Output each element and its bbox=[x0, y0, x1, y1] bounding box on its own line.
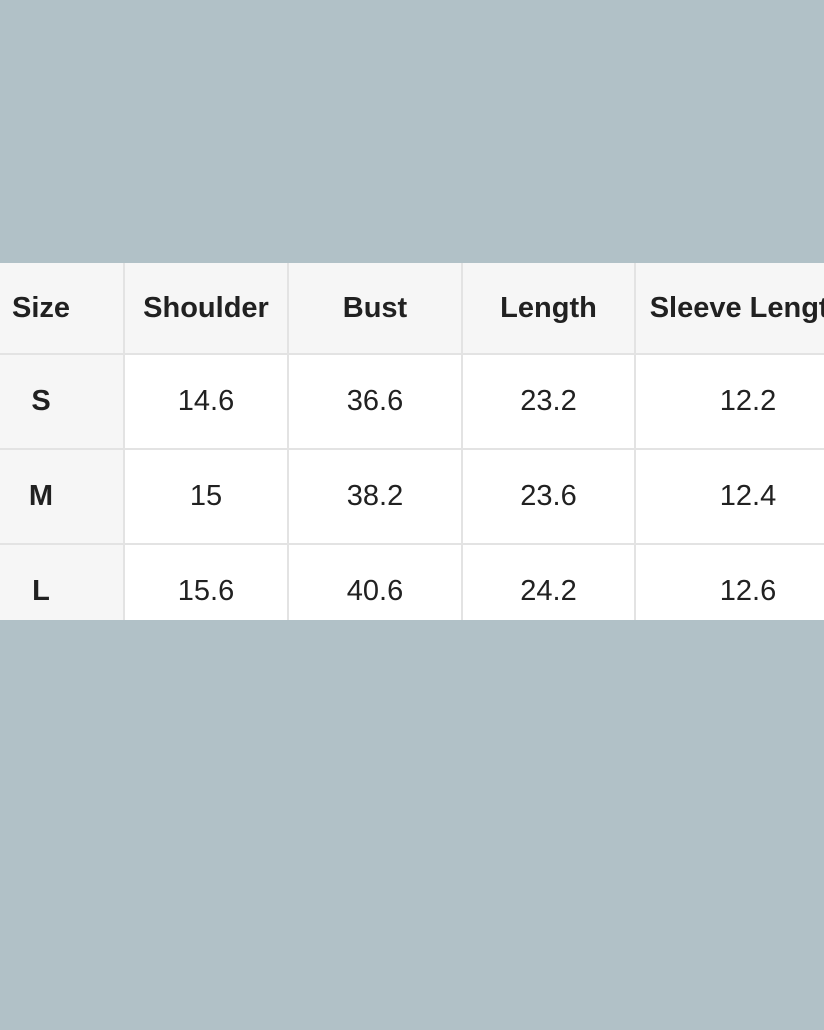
bust-value-cell: 36.6 bbox=[289, 355, 463, 450]
size-label-cell: S bbox=[0, 355, 125, 450]
header-row: Size Shoulder Bust Length Sleeve Length bbox=[0, 263, 824, 355]
table-row-s: S 14.6 36.6 23.2 12.2 bbox=[0, 355, 824, 450]
header-cell-bust: Bust bbox=[289, 263, 463, 355]
header-cell-sleeve-length: Sleeve Length bbox=[636, 263, 824, 355]
table-row-m: M 15 38.2 23.6 12.4 bbox=[0, 450, 824, 545]
sleeve-length-value-cell: 12.2 bbox=[636, 355, 824, 450]
shoulder-value-cell: 15 bbox=[125, 450, 289, 545]
length-value-cell: 23.2 bbox=[463, 355, 636, 450]
shoulder-value-cell: 14.6 bbox=[125, 355, 289, 450]
size-chart-table: Size Shoulder Bust Length Sleeve Length … bbox=[0, 263, 824, 620]
size-label-cell: M bbox=[0, 450, 125, 545]
length-value-cell: 23.6 bbox=[463, 450, 636, 545]
size-chart-viewport[interactable]: Size Shoulder Bust Length Sleeve Length … bbox=[0, 263, 824, 620]
header-cell-length: Length bbox=[463, 263, 636, 355]
header-cell-size: Size bbox=[0, 263, 125, 355]
length-value-cell: 24.2 bbox=[463, 545, 636, 620]
shoulder-value-cell: 15.6 bbox=[125, 545, 289, 620]
bust-value-cell: 40.6 bbox=[289, 545, 463, 620]
sleeve-length-value-cell: 12.4 bbox=[636, 450, 824, 545]
table-row-l: L 15.6 40.6 24.2 12.6 bbox=[0, 545, 824, 620]
size-label-cell: L bbox=[0, 545, 125, 620]
sleeve-length-value-cell: 12.6 bbox=[636, 545, 824, 620]
header-cell-shoulder: Shoulder bbox=[125, 263, 289, 355]
bust-value-cell: 38.2 bbox=[289, 450, 463, 545]
